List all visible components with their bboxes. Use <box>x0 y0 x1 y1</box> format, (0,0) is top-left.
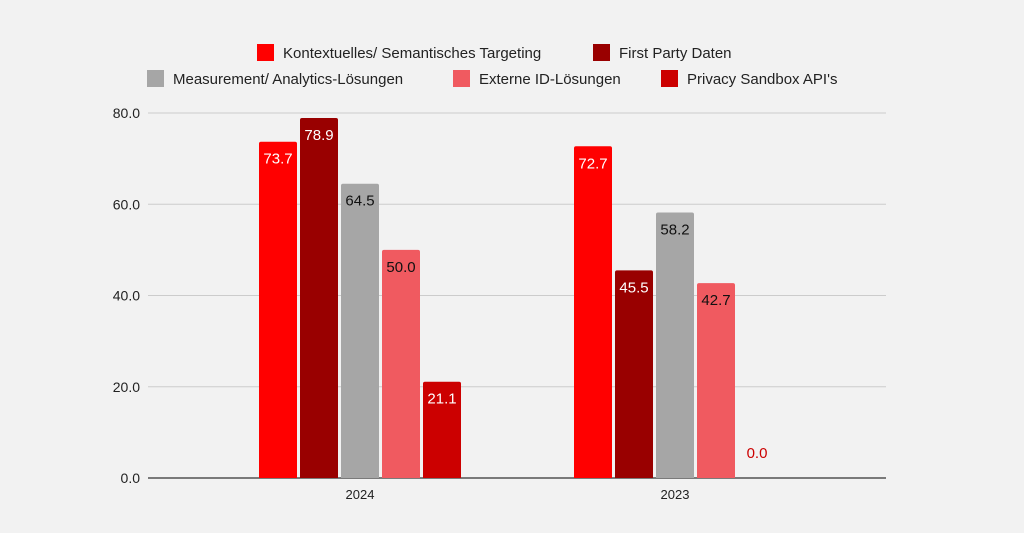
bar <box>341 183 379 478</box>
y-tick-label: 80.0 <box>113 105 140 121</box>
bar <box>259 141 297 478</box>
legend-label: Kontextuelles/ Semantisches Targeting <box>283 45 541 62</box>
legend-swatch <box>257 44 274 61</box>
bar <box>615 270 653 478</box>
x-tick-label: 2023 <box>661 487 690 502</box>
bar <box>300 118 338 479</box>
y-tick-label: 0.0 <box>121 470 141 486</box>
x-tick-label: 2024 <box>346 487 375 502</box>
legend-swatch <box>453 70 470 87</box>
data-label: 45.5 <box>619 279 648 296</box>
gridlines <box>148 112 886 479</box>
data-label: 50.0 <box>386 259 415 276</box>
y-tick-label: 20.0 <box>113 379 140 395</box>
data-label: 78.9 <box>304 127 333 144</box>
legend-swatch <box>593 44 610 61</box>
data-label: 42.7 <box>701 292 730 309</box>
data-label: 72.7 <box>578 155 607 172</box>
data-label: 58.2 <box>660 221 689 238</box>
legend-swatch <box>147 70 164 87</box>
y-axis: 0.0 20.0 40.0 60.0 80.0 <box>113 105 140 486</box>
data-label: 0.0 <box>747 445 768 462</box>
bar <box>574 146 612 478</box>
data-label: 21.1 <box>427 391 456 408</box>
y-tick-label: 40.0 <box>113 288 140 304</box>
bar <box>656 212 694 478</box>
y-tick-label: 60.0 <box>113 196 140 212</box>
legend: Kontextuelles/ Semantisches Targeting Fir… <box>147 44 837 88</box>
bar <box>382 249 420 478</box>
bars: 73.7 78.9 64.5 50.0 21.1 72.7 45.5 58.2 42.7 0.0 <box>259 118 768 479</box>
legend-swatch <box>661 70 678 87</box>
data-label: 64.5 <box>345 193 374 210</box>
data-label: 73.7 <box>263 151 292 168</box>
legend-label: Privacy Sandbox API's <box>687 71 837 88</box>
legend-label: Externe ID-Lösungen <box>479 71 621 88</box>
legend-label: Measurement/ Analytics-Lösungen <box>173 71 403 88</box>
bar <box>423 381 461 478</box>
legend-label: First Party Daten <box>619 45 732 62</box>
x-axis: 2024 2023 <box>346 487 690 502</box>
bar <box>697 283 735 478</box>
